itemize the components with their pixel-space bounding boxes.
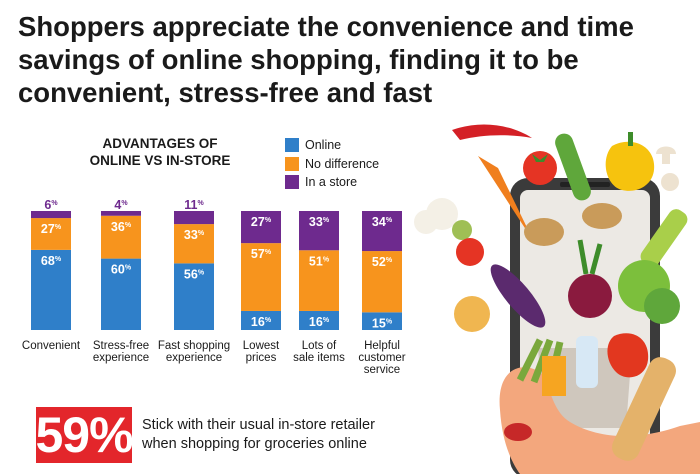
tomato-shape (523, 151, 557, 185)
data-label-no-difference-1: 27% (41, 222, 62, 236)
legend-swatch-in-a-store (285, 175, 299, 190)
bar-segment-no-difference-1 (31, 218, 71, 250)
yellow-pepper-stem-shape (628, 132, 633, 146)
stacked-bar-chart: 68% 27% 6% Convenient 60% 36% 4% Stress-free exp… (22, 198, 406, 376)
data-label-online-6: 15% (372, 316, 393, 330)
data-label-in-a-store-3: 11% (184, 198, 204, 212)
potato-shape-2 (582, 203, 622, 229)
bar-segment-no-difference-2 (101, 215, 141, 259)
bar-segment-online-1 (31, 249, 71, 330)
tomato-shape-2 (456, 238, 484, 266)
fingernail-shape (504, 423, 532, 441)
data-label-no-difference-3: 33% (184, 228, 205, 242)
bar-segment-online-6 (362, 312, 402, 330)
chart-title-line-1: ADVANTAGES OF (102, 136, 218, 151)
mushroom-cap-shape (656, 146, 676, 154)
headline-line-1: Shoppers appreciate the convenience and … (18, 11, 634, 42)
chart-title: ADVANTAGES OF ONLINE VS IN-STORE (60, 135, 260, 169)
bar-segment-in-a-store-6 (362, 211, 402, 252)
legend-swatch-online (285, 138, 299, 153)
stat-description: Stick with their usual in-store retailer… (142, 416, 375, 454)
data-label-online-4: 16% (251, 315, 272, 329)
data-label-in-a-store-1: 6% (44, 198, 58, 212)
data-label-no-difference-2: 36% (111, 220, 132, 234)
bar-segment-no-difference-4 (241, 243, 281, 311)
bar-segment-in-a-store-1 (31, 211, 71, 219)
onion-shape (454, 296, 490, 332)
legend-item-in-a-store: In a store (285, 173, 379, 192)
stat-line-2: when shopping for groceries online (142, 436, 367, 452)
category-label-6: Helpful customer service (358, 340, 405, 376)
data-label-in-a-store-5: 33% (309, 215, 330, 229)
legend-swatch-no-difference (285, 156, 299, 171)
data-label-no-difference-6: 52% (372, 255, 393, 269)
bar-segment-online-5 (299, 310, 339, 330)
cauliflower-leaf-shape (452, 220, 472, 240)
headline: Shoppers appreciate the convenience and … (18, 10, 658, 109)
bar-segment-no-difference-3 (174, 224, 214, 264)
bread-shape (612, 357, 676, 461)
stat-line-1: Stick with their usual in-store retailer (142, 417, 375, 433)
legend-label-online: Online (305, 138, 342, 153)
water-bottle-shape (576, 336, 598, 388)
tomato-stem-shape (532, 154, 548, 162)
stat-callout: 59% Stick with their usual in-store reta… (35, 407, 375, 463)
cauliflower-shape-2 (414, 210, 438, 234)
data-label-in-a-store-6: 34% (372, 215, 393, 229)
data-label-online-3: 56% (184, 267, 205, 281)
data-label-online-2: 60% (111, 263, 132, 277)
potato-shape (524, 218, 564, 246)
beetroot-shape (568, 274, 612, 318)
lettuce-shape-2 (644, 288, 680, 324)
bar-segment-in-a-store-2 (101, 211, 141, 216)
data-label-in-a-store-4: 27% (251, 215, 272, 229)
zucchini-shape (640, 209, 688, 267)
data-label-no-difference-4: 57% (251, 247, 272, 261)
bar-segment-no-difference-6 (362, 251, 402, 313)
category-label-1: Convenient (22, 340, 81, 352)
bar-segment-online-2 (101, 258, 141, 330)
data-label-no-difference-5: 51% (309, 254, 330, 268)
bar-segment-in-a-store-4 (241, 211, 281, 244)
category-label-4: Lowest prices (243, 340, 280, 364)
headline-line-3: convenient, stress-free and fast (18, 77, 433, 108)
red-pepper-shape (607, 333, 649, 378)
legend-label-no-difference: No difference (305, 156, 380, 171)
juice-carton-shape (542, 356, 566, 396)
mushroom-shape (661, 173, 679, 191)
data-label-online-1: 68% (41, 254, 62, 268)
carrot-shape (478, 156, 534, 242)
legend-label-in-a-store: In a store (305, 175, 358, 190)
chili-pepper-shape (452, 124, 532, 140)
smartphone-with-vegetables-icon (414, 124, 700, 474)
bar-segment-in-a-store-3 (174, 211, 214, 225)
data-label-in-a-store-2: 4% (114, 198, 128, 212)
eggplant-shape (490, 264, 546, 328)
category-label-3: Fast shopping experience (158, 340, 230, 364)
chart-legend: Online No difference In a store (285, 136, 379, 192)
mushroom-stem-shape (662, 154, 670, 164)
beetroot-leaves-shape (577, 239, 603, 275)
cucumber-shape (555, 133, 591, 201)
chart-title-line-2: ONLINE VS IN-STORE (89, 153, 231, 168)
category-label-5: Lots of sale items (293, 340, 345, 364)
stat-value: 59% (35, 407, 134, 463)
bar-segment-in-a-store-5 (299, 211, 339, 251)
headline-line-2: savings of online shopping, finding it t… (18, 44, 579, 75)
bar-segment-online-4 (241, 310, 281, 330)
category-label-2: Stress-free experience (93, 340, 149, 364)
bar-segment-no-difference-5 (299, 250, 339, 311)
legend-item-online: Online (285, 136, 379, 155)
yellow-pepper-shape (605, 141, 655, 191)
bar-segment-online-3 (174, 263, 214, 330)
data-label-online-5: 16% (309, 315, 330, 329)
legend-item-no-difference: No difference (285, 155, 379, 174)
